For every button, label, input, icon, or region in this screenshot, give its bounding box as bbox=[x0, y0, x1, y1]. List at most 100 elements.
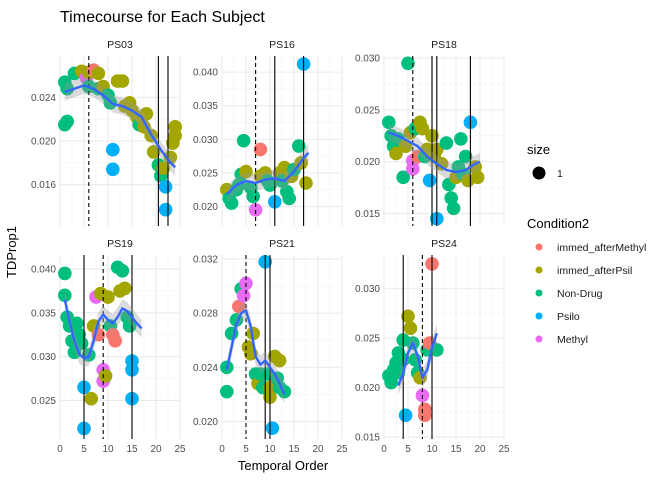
strip-label: PS18 bbox=[431, 39, 457, 51]
smooth-line bbox=[225, 309, 286, 395]
y-tick-label: 0.032 bbox=[193, 255, 218, 266]
data-point bbox=[422, 173, 437, 188]
y-tick-label: 0.030 bbox=[355, 284, 380, 295]
legend-label: immed_afterMethyl bbox=[557, 242, 646, 254]
data-point bbox=[253, 142, 268, 157]
panel-ps19: PS19 0.025 0.030 0.035 0.040 0 5 10 15 20 25 bbox=[31, 238, 186, 455]
y-tick-label: 0.030 bbox=[193, 135, 218, 146]
smooth-line bbox=[388, 131, 481, 174]
data-point bbox=[101, 290, 115, 304]
y-tick-label: 0.020 bbox=[355, 157, 380, 168]
y-tick-label: 0.035 bbox=[31, 308, 56, 319]
y-tick-label: 0.024 bbox=[31, 93, 56, 104]
data-point bbox=[265, 421, 280, 435]
chart-title: Timecourse for Each Subject bbox=[60, 9, 265, 26]
smooth-ribbon bbox=[388, 124, 480, 181]
data-point bbox=[232, 299, 246, 314]
y-tick-label: 0.025 bbox=[193, 168, 218, 179]
legend-key-psilo bbox=[535, 312, 543, 320]
x-tick-label: 15 bbox=[450, 444, 462, 455]
size-legend-key bbox=[532, 166, 546, 180]
y-tick-label: 0.040 bbox=[193, 68, 218, 79]
panel-points bbox=[58, 260, 139, 436]
data-point bbox=[382, 115, 396, 130]
data-point bbox=[239, 164, 253, 179]
data-point bbox=[115, 263, 130, 278]
x-tick-label: 15 bbox=[126, 444, 138, 455]
x-tick-label: 15 bbox=[288, 444, 300, 455]
legend-label: immed_afterPsil bbox=[557, 265, 632, 277]
data-point bbox=[98, 369, 113, 383]
x-tick-label: 20 bbox=[474, 444, 486, 455]
size-legend-label: 1 bbox=[557, 168, 563, 180]
x-tick-label: 0 bbox=[57, 444, 63, 455]
data-point bbox=[415, 121, 430, 136]
y-tick-label: 0.020 bbox=[31, 137, 56, 148]
data-point bbox=[163, 150, 178, 165]
x-tick-label: 5 bbox=[81, 444, 87, 455]
x-tick-label: 0 bbox=[219, 444, 225, 455]
data-point bbox=[299, 176, 313, 190]
x-tick-label: 5 bbox=[405, 444, 411, 455]
panel-ps16: PS16 0.020 0.025 0.030 0.035 0.040 bbox=[193, 39, 343, 226]
smooth-ribbon bbox=[226, 144, 309, 203]
x-tick-label: 10 bbox=[264, 444, 276, 455]
data-point bbox=[401, 309, 415, 324]
data-point bbox=[146, 145, 161, 159]
y-tick-label: 0.024 bbox=[193, 363, 218, 374]
legend-key-immed-aftermethyl bbox=[535, 243, 543, 251]
data-point bbox=[384, 375, 399, 390]
y-tick-label: 0.025 bbox=[355, 334, 380, 345]
data-point bbox=[272, 353, 287, 368]
panel-ps24: PS24 0.015 0.020 0.025 0.030 0 5 10 15 20 25 bbox=[355, 238, 510, 455]
data-point bbox=[292, 139, 306, 153]
legend: size 1 Condition2 immed_afterMethylimmed… bbox=[527, 142, 646, 346]
legend-label: Psilo bbox=[557, 311, 580, 323]
data-point bbox=[454, 132, 468, 146]
panel-points bbox=[58, 63, 182, 217]
data-point bbox=[236, 133, 251, 148]
y-tick-label: 0.035 bbox=[193, 101, 218, 112]
data-point bbox=[168, 120, 182, 134]
data-point bbox=[91, 66, 106, 81]
data-point bbox=[60, 81, 74, 96]
legend-key-non-drug bbox=[535, 289, 543, 297]
x-tick-label: 5 bbox=[243, 444, 249, 455]
data-point bbox=[220, 384, 234, 399]
strip-label: PS16 bbox=[269, 39, 295, 51]
y-tick-label: 0.028 bbox=[193, 309, 218, 320]
size-legend-title: size bbox=[527, 142, 550, 157]
data-point bbox=[403, 321, 418, 336]
color-legend-title: Condition2 bbox=[527, 216, 589, 231]
data-point bbox=[70, 316, 84, 331]
panel-points bbox=[382, 56, 485, 226]
y-tick-label: 0.020 bbox=[355, 383, 380, 394]
legend-key-immed-afterpsil bbox=[535, 266, 543, 274]
data-point bbox=[282, 191, 297, 206]
smooth-ribbon bbox=[64, 76, 176, 176]
data-point bbox=[263, 178, 277, 192]
data-point bbox=[156, 161, 170, 176]
smooth-line bbox=[397, 332, 438, 387]
data-point bbox=[398, 408, 413, 423]
y-tick-label: 0.015 bbox=[355, 433, 380, 444]
legend-label: Methyl bbox=[557, 334, 588, 346]
x-axis-title: Temporal Order bbox=[238, 458, 329, 473]
data-point bbox=[118, 281, 132, 296]
data-point bbox=[389, 146, 403, 161]
y-tick-label: 0.020 bbox=[193, 202, 218, 213]
y-axis-title: TDProp1 bbox=[4, 226, 19, 278]
panel-ps18: PS18 0.015 0.020 0.025 0.030 bbox=[355, 39, 505, 226]
smooth-line bbox=[63, 299, 143, 360]
data-point bbox=[396, 170, 411, 185]
x-tick-label: 25 bbox=[498, 444, 510, 455]
x-tick-label: 20 bbox=[150, 444, 162, 455]
data-point bbox=[108, 334, 122, 348]
panel-points bbox=[382, 257, 444, 423]
data-point bbox=[434, 157, 449, 171]
data-point bbox=[106, 142, 120, 157]
strip-label: PS21 bbox=[269, 238, 295, 250]
data-point bbox=[224, 196, 239, 210]
y-tick-label: 0.030 bbox=[31, 352, 56, 363]
